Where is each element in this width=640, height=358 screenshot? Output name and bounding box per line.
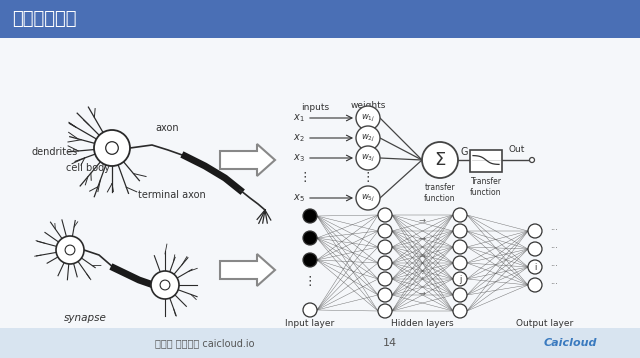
Text: ···: ···: [550, 281, 558, 290]
Text: ···: ···: [550, 262, 558, 271]
Circle shape: [453, 304, 467, 318]
Text: $w_{3j}$: $w_{3j}$: [361, 153, 375, 164]
Text: 14: 14: [383, 338, 397, 348]
Circle shape: [356, 186, 380, 210]
Text: Σ: Σ: [435, 151, 445, 169]
Circle shape: [303, 209, 317, 223]
Circle shape: [378, 272, 392, 286]
Text: $w_{5j}$: $w_{5j}$: [361, 193, 375, 204]
Text: cell body: cell body: [66, 163, 110, 173]
Text: dendrites: dendrites: [32, 147, 78, 157]
Text: G: G: [460, 147, 468, 157]
Circle shape: [453, 256, 467, 270]
Text: inputs: inputs: [301, 102, 329, 111]
Circle shape: [303, 253, 317, 267]
Circle shape: [422, 142, 458, 178]
Text: ···: ···: [550, 227, 558, 236]
Text: terminal axon: terminal axon: [138, 190, 206, 200]
Text: axon: axon: [155, 123, 179, 133]
Circle shape: [94, 130, 130, 166]
Circle shape: [453, 208, 467, 222]
Text: →: →: [419, 233, 426, 242]
Text: →: →: [419, 252, 426, 261]
Circle shape: [56, 236, 84, 264]
Circle shape: [378, 256, 392, 270]
Circle shape: [106, 142, 118, 154]
Text: ⋮: ⋮: [304, 276, 316, 289]
Text: weights: weights: [350, 101, 386, 110]
Text: j: j: [459, 275, 461, 284]
Polygon shape: [220, 144, 275, 176]
Circle shape: [151, 271, 179, 299]
Text: $w_{1j}$: $w_{1j}$: [361, 112, 375, 124]
Text: Transfer
function: Transfer function: [470, 177, 502, 197]
Text: $x_1$: $x_1$: [293, 112, 305, 124]
Circle shape: [528, 260, 542, 274]
Circle shape: [453, 224, 467, 238]
Text: Out: Out: [509, 145, 525, 154]
Text: →: →: [419, 289, 426, 297]
Text: Input layer: Input layer: [285, 319, 335, 328]
Polygon shape: [220, 254, 275, 286]
Circle shape: [378, 240, 392, 254]
Circle shape: [303, 303, 317, 317]
Circle shape: [453, 240, 467, 254]
Circle shape: [529, 158, 534, 163]
Text: i: i: [534, 262, 536, 271]
Circle shape: [378, 208, 392, 222]
Text: Caicloud: Caicloud: [543, 338, 596, 348]
Circle shape: [528, 278, 542, 292]
Text: $x_2$: $x_2$: [293, 132, 305, 144]
Circle shape: [378, 288, 392, 302]
Bar: [0, 0, 640, 38]
Circle shape: [356, 126, 380, 150]
Text: ···: ···: [550, 245, 558, 253]
Text: 神经网络模型: 神经网络模型: [12, 10, 77, 28]
Text: Hidden layers: Hidden layers: [390, 319, 453, 328]
Text: $w_{2j}$: $w_{2j}$: [361, 132, 375, 144]
Circle shape: [453, 272, 467, 286]
Circle shape: [356, 106, 380, 130]
Text: Output layer: Output layer: [516, 319, 573, 328]
Circle shape: [303, 231, 317, 245]
Text: ⋮: ⋮: [417, 269, 427, 279]
Circle shape: [356, 146, 380, 170]
Bar: [470, 150, 502, 172]
Circle shape: [378, 304, 392, 318]
Text: 邦泽宇 才云科技 caicloud.io: 邦泽宇 才云科技 caicloud.io: [156, 338, 255, 348]
Text: $x_3$: $x_3$: [293, 152, 305, 164]
Text: synapse: synapse: [63, 313, 106, 323]
Text: ⋮: ⋮: [299, 171, 311, 184]
Circle shape: [528, 224, 542, 238]
Circle shape: [378, 224, 392, 238]
Text: →: →: [419, 216, 426, 224]
Text: $x_5$: $x_5$: [293, 192, 305, 204]
Bar: [0, 38, 640, 328]
Bar: [0, 328, 640, 358]
Text: transfer
function: transfer function: [424, 183, 456, 203]
Circle shape: [65, 245, 75, 255]
Circle shape: [528, 242, 542, 256]
Text: ⋮: ⋮: [362, 171, 374, 184]
Circle shape: [160, 280, 170, 290]
Circle shape: [453, 288, 467, 302]
